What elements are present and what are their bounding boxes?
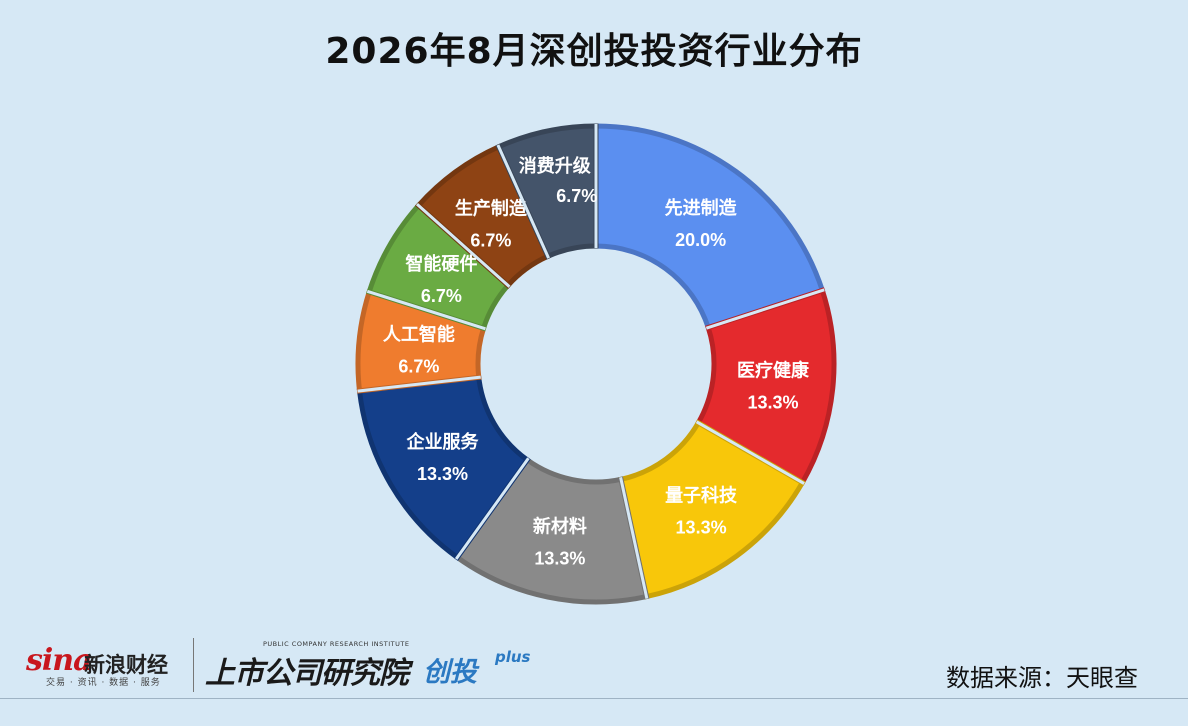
slice-separator-4 — [454, 457, 530, 560]
slice-4 — [356, 374, 531, 561]
slice-value-2: 13.3% — [676, 518, 727, 538]
slice-1 — [694, 287, 837, 486]
slice-separator-8 — [496, 144, 550, 259]
slice-label-4: 企业服务 — [406, 431, 480, 452]
slice-0 — [593, 123, 826, 331]
slice-label-0: 先进制造 — [665, 197, 737, 218]
sina-finance-logo: sina 新浪财经 交易 · 资讯 · 数据 · 服务 — [26, 643, 186, 689]
slice-value-3: 13.3% — [534, 548, 585, 568]
slice-label-1: 医疗健康 — [737, 359, 810, 380]
slice-label-2: 量子科技 — [665, 485, 738, 506]
slice-value-4: 13.3% — [417, 464, 468, 484]
slice-separator-6 — [366, 289, 486, 331]
logo-divider — [193, 638, 194, 692]
sina-logo-tagline: 交易 · 资讯 · 数据 · 服务 — [46, 678, 161, 688]
sina-logo-name: 新浪财经 — [84, 653, 168, 677]
slice-label-6: 智能硬件 — [405, 253, 477, 274]
slice-separator-5 — [357, 375, 481, 393]
slice-value-7: 6.7% — [470, 230, 511, 250]
slice-2 — [618, 419, 806, 600]
slice-label-7: 生产制造 — [455, 197, 527, 218]
slice-label-8: 消费升级 — [519, 155, 592, 176]
column-plus: plus — [495, 648, 531, 666]
slice-label-5: 人工智能 — [383, 324, 455, 345]
donut-labels: 先进制造 20.0% 医疗健康 13.3% 量子科技 13.3% 新材料 13.3% 企业服务 1… — [357, 124, 825, 599]
slice-separator-3 — [619, 477, 649, 599]
slice-value-0: 20.0% — [675, 230, 726, 250]
data-source: 数据来源：天眼查 — [946, 664, 1138, 692]
footer-divider — [0, 698, 1188, 699]
chart-title: 2026年8月深创投投资行业分布 — [325, 31, 863, 72]
institute-chinese-name: 上市公司研究院 — [205, 656, 409, 691]
sina-logo-mark: sina — [26, 643, 93, 678]
column-name: 创投 — [423, 657, 477, 688]
slice-value-8: 6.7% — [556, 186, 597, 206]
slice-label-3: 新材料 — [533, 515, 587, 536]
slice-separator-1 — [705, 288, 825, 330]
donut-slices — [355, 123, 837, 605]
slice-separator-7 — [415, 203, 511, 288]
slice-separator-2 — [695, 420, 805, 485]
slice-value-6: 6.7% — [421, 286, 462, 306]
institute-english-name: PUBLIC COMPANY RESEARCH INSTITUTE — [263, 640, 410, 648]
slice-value-5: 6.7% — [398, 357, 439, 377]
slice-value-1: 13.3% — [748, 392, 799, 412]
institute-logo: PUBLIC COMPANY RESEARCH INSTITUTE 上市公司研究… — [205, 640, 565, 696]
